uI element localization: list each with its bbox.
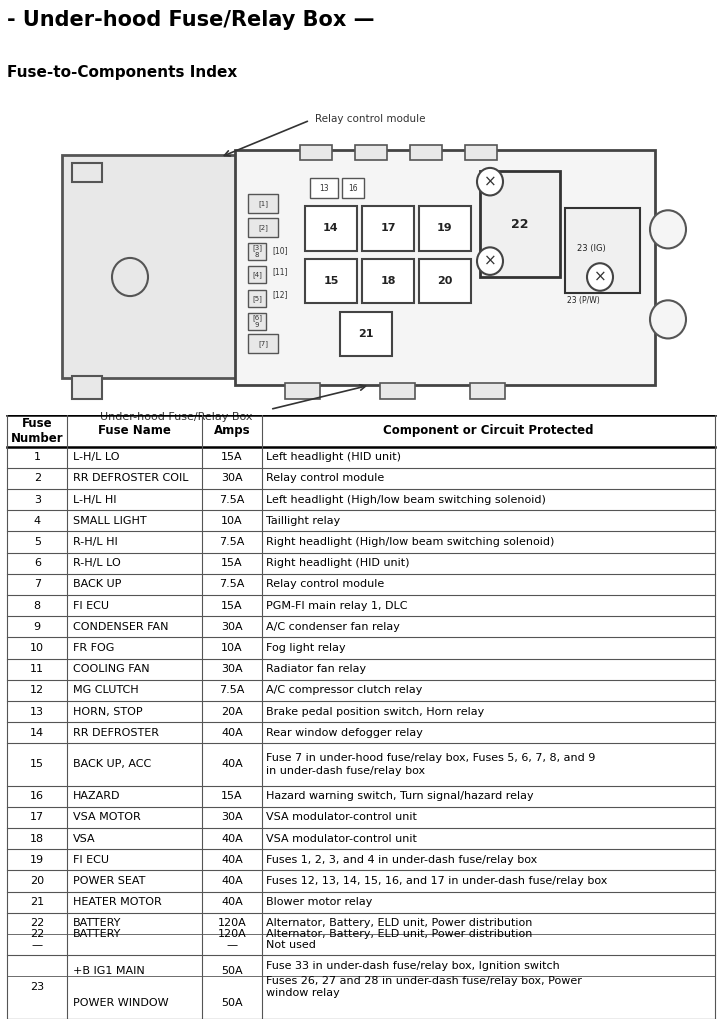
Text: [5]: [5]	[252, 295, 262, 302]
Bar	[355, 144, 387, 161]
Bar	[362, 206, 414, 251]
Text: 15A: 15A	[221, 453, 243, 462]
Text: Fuse
Number: Fuse Number	[11, 417, 64, 444]
Text: 15A: 15A	[221, 792, 243, 802]
Text: FI ECU: FI ECU	[73, 855, 109, 865]
Text: [7]: [7]	[258, 340, 268, 347]
Text: Component or Circuit Protected: Component or Circuit Protected	[383, 424, 593, 437]
Bar	[565, 208, 640, 293]
Text: Under-hood Fuse/Relay Box: Under-hood Fuse/Relay Box	[100, 412, 253, 422]
Text: 16: 16	[348, 183, 358, 193]
Text: 7.5A: 7.5A	[219, 537, 245, 547]
Text: 11: 11	[30, 665, 44, 674]
Text: [4]: [4]	[252, 271, 262, 279]
Text: POWER WINDOW: POWER WINDOW	[73, 998, 169, 1008]
Text: 7.5A: 7.5A	[219, 495, 245, 505]
Text: 10A: 10A	[221, 643, 243, 653]
Text: Amps: Amps	[214, 424, 251, 437]
Text: 7.5A: 7.5A	[219, 685, 245, 695]
Text: ×: ×	[593, 269, 606, 285]
Text: 40A: 40A	[221, 834, 243, 844]
Bar	[72, 376, 102, 398]
Text: 22: 22	[511, 217, 529, 230]
Circle shape	[650, 300, 686, 339]
Bar	[305, 206, 357, 251]
Bar	[248, 290, 266, 306]
Text: 17: 17	[380, 223, 396, 233]
Text: [11]: [11]	[272, 267, 287, 276]
Text: PGM-FI main relay 1, DLC: PGM-FI main relay 1, DLC	[266, 600, 407, 610]
Bar	[310, 178, 338, 198]
Text: —: —	[226, 940, 238, 949]
Text: BACK UP: BACK UP	[73, 580, 121, 589]
Text: VSA modulator-control unit: VSA modulator-control unit	[266, 812, 417, 822]
Text: Radiator fan relay: Radiator fan relay	[266, 665, 365, 674]
Text: Fuse 7 in under-hood fuse/relay box, Fuses 5, 6, 7, 8, and 9
in under-dash fuse/: Fuse 7 in under-hood fuse/relay box, Fus…	[266, 754, 595, 776]
Bar	[419, 206, 471, 251]
Text: Fuses 12, 13, 14, 15, 16, and 17 in under-dash fuse/relay box: Fuses 12, 13, 14, 15, 16, and 17 in unde…	[266, 877, 607, 886]
Text: 15A: 15A	[221, 558, 243, 568]
Text: Fuses 1, 2, 3, and 4 in under-dash fuse/relay box: Fuses 1, 2, 3, and 4 in under-dash fuse/…	[266, 855, 536, 865]
Bar	[480, 171, 560, 278]
Bar	[248, 195, 278, 213]
Text: R-H/L LO: R-H/L LO	[73, 558, 121, 568]
Text: 19: 19	[30, 855, 44, 865]
Text: Relay control module: Relay control module	[315, 114, 425, 124]
Text: Right headlight (HID unit): Right headlight (HID unit)	[266, 558, 409, 568]
Text: [3]
8: [3] 8	[252, 245, 262, 258]
Text: HAZARD: HAZARD	[73, 792, 121, 802]
Text: 7.5A: 7.5A	[219, 580, 245, 589]
Text: +B IG1 MAIN: +B IG1 MAIN	[73, 967, 145, 976]
Text: Alternator, Battery, ELD unit, Power distribution: Alternator, Battery, ELD unit, Power dis…	[266, 919, 532, 929]
Text: RR DEFROSTER: RR DEFROSTER	[73, 728, 159, 737]
Bar	[72, 163, 102, 181]
Text: MG CLUTCH: MG CLUTCH	[73, 685, 139, 695]
Text: 15: 15	[30, 760, 44, 769]
Circle shape	[112, 258, 148, 296]
Text: Left headlight (HID unit): Left headlight (HID unit)	[266, 453, 401, 462]
Bar	[248, 334, 278, 353]
Text: Relay control module: Relay control module	[266, 473, 384, 483]
Text: - Under-hood Fuse/Relay Box —: - Under-hood Fuse/Relay Box —	[7, 10, 375, 31]
Text: 40A: 40A	[221, 897, 243, 907]
Text: 23 (IG): 23 (IG)	[577, 244, 606, 253]
Text: POWER SEAT: POWER SEAT	[73, 877, 146, 886]
Text: 30A: 30A	[221, 622, 243, 632]
Text: 21: 21	[30, 897, 44, 907]
Bar	[305, 259, 357, 303]
Text: 17: 17	[30, 812, 44, 822]
Text: 40A: 40A	[221, 728, 243, 737]
Text: 19: 19	[438, 223, 453, 233]
Text: CONDENSER FAN: CONDENSER FAN	[73, 622, 169, 632]
Text: Fuse Name: Fuse Name	[98, 424, 171, 437]
Bar	[340, 312, 392, 356]
Text: 3: 3	[34, 495, 40, 505]
Text: 21: 21	[358, 329, 374, 339]
Text: Alternator, Battery, ELD unit, Power distribution: Alternator, Battery, ELD unit, Power dis…	[266, 929, 532, 939]
Text: Brake pedal position switch, Horn relay: Brake pedal position switch, Horn relay	[266, 707, 484, 717]
Text: 8: 8	[34, 600, 41, 610]
Text: 23 (P/W): 23 (P/W)	[567, 296, 600, 305]
Text: BATTERY: BATTERY	[73, 919, 121, 929]
Text: 6: 6	[34, 558, 40, 568]
Text: 50A: 50A	[221, 967, 243, 976]
Circle shape	[587, 263, 613, 291]
Text: 15: 15	[323, 276, 339, 287]
Text: 18: 18	[380, 276, 396, 287]
Bar	[285, 383, 320, 398]
Text: 30A: 30A	[221, 812, 243, 822]
Text: 10A: 10A	[221, 516, 243, 525]
Text: Right headlight (High/low beam switching solenoid): Right headlight (High/low beam switching…	[266, 537, 554, 547]
Text: 7: 7	[34, 580, 41, 589]
Text: Fuse-to-Components Index: Fuse-to-Components Index	[7, 65, 238, 80]
Text: 40A: 40A	[221, 760, 243, 769]
Text: BACK UP, ACC: BACK UP, ACC	[73, 760, 152, 769]
Text: L-H/L LO: L-H/L LO	[73, 453, 120, 462]
Text: 40A: 40A	[221, 855, 243, 865]
Text: 5: 5	[34, 537, 40, 547]
Text: Rear window defogger relay: Rear window defogger relay	[266, 728, 422, 737]
Text: 9: 9	[34, 622, 41, 632]
Text: 120A: 120A	[217, 929, 246, 939]
Text: 120A: 120A	[217, 919, 246, 929]
Text: 13: 13	[30, 707, 44, 717]
